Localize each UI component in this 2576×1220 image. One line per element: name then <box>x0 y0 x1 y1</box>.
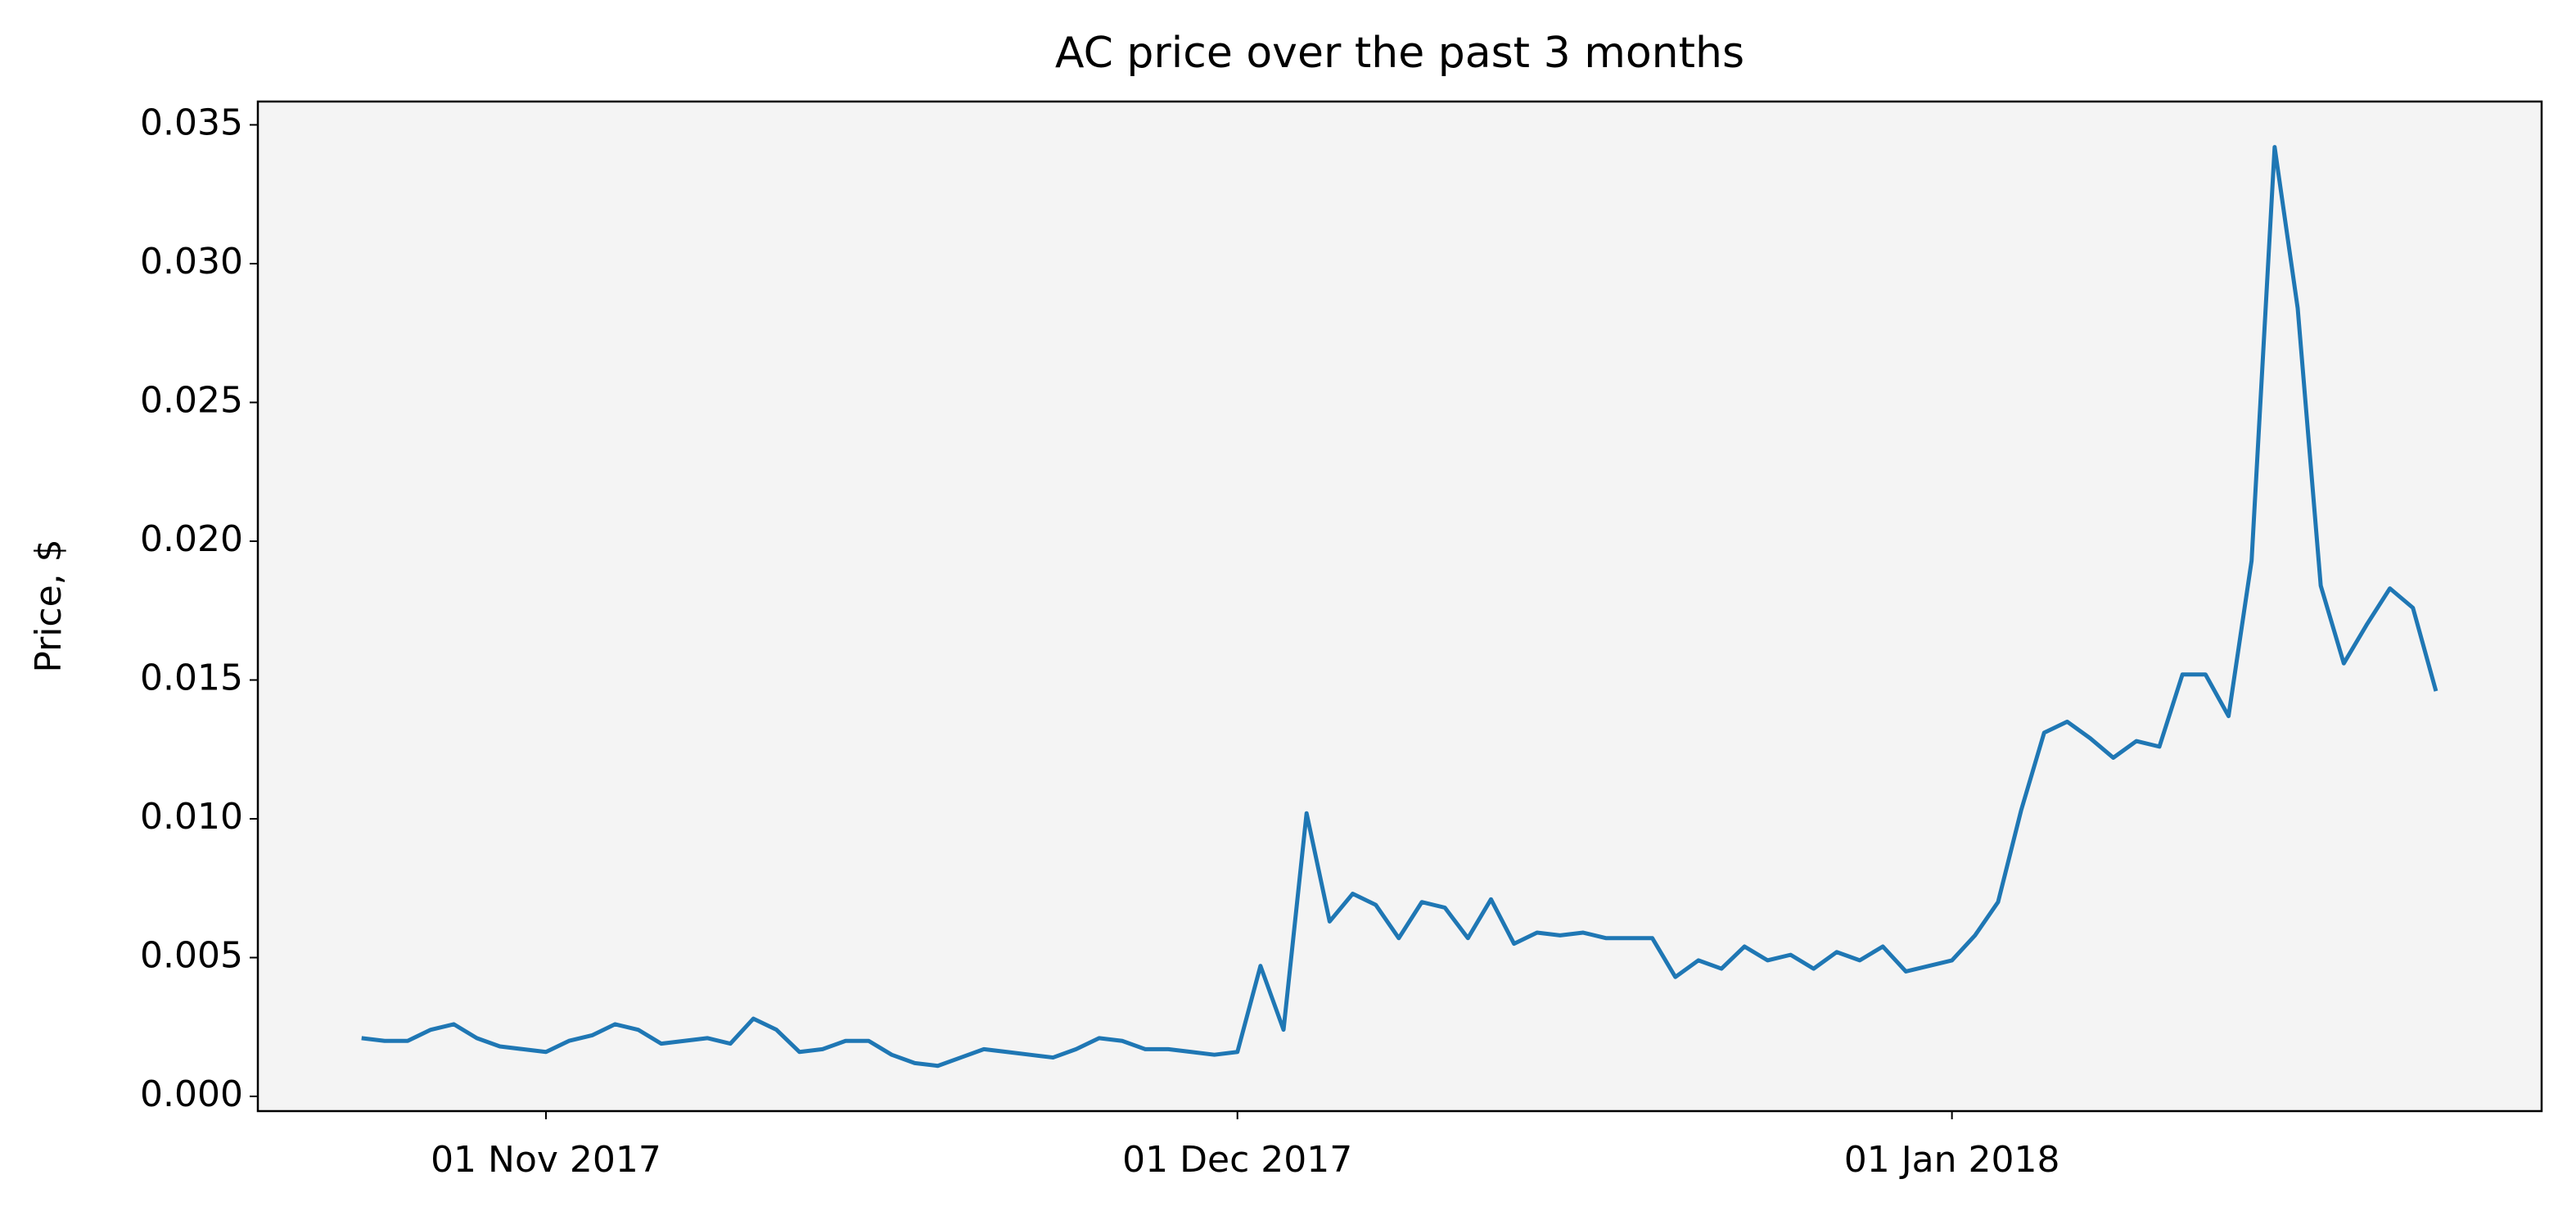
axes-frame <box>256 100 2543 1113</box>
y-tick-label: 0.030 <box>140 241 243 282</box>
x-tick-label: 01 Dec 2017 <box>1122 1139 1352 1181</box>
price-line <box>361 145 2438 1069</box>
y-tick-label: 0.015 <box>140 657 243 699</box>
y-tick-label: 0.025 <box>140 379 243 421</box>
y-tick-label: 0.000 <box>140 1073 243 1115</box>
y-tick-label: 0.035 <box>140 102 243 143</box>
y-tick-label: 0.020 <box>140 518 243 560</box>
x-tick-label: 01 Jan 2018 <box>1844 1139 2060 1181</box>
y-tick-label: 0.005 <box>140 935 243 977</box>
chart-title: AC price over the past 3 months <box>1055 29 1744 78</box>
x-tick-label: 01 Nov 2017 <box>431 1139 661 1181</box>
plot-area <box>258 102 2542 1111</box>
y-tick-label: 0.010 <box>140 796 243 838</box>
y-axis-label: Price, $ <box>28 539 70 672</box>
